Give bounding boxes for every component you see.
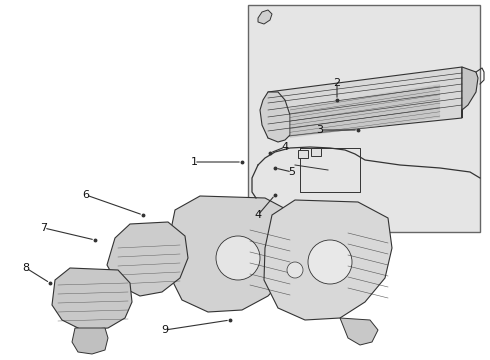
Polygon shape — [462, 67, 478, 118]
Text: 4: 4 — [254, 210, 262, 220]
Text: 1: 1 — [191, 157, 197, 167]
Text: 4: 4 — [281, 142, 289, 152]
Text: 2: 2 — [333, 78, 341, 88]
Bar — [298, 150, 308, 158]
Polygon shape — [248, 5, 480, 232]
Text: 8: 8 — [23, 263, 29, 273]
Text: 6: 6 — [82, 190, 90, 200]
Polygon shape — [52, 268, 132, 330]
Polygon shape — [168, 196, 298, 312]
Circle shape — [216, 236, 260, 280]
Text: 5: 5 — [289, 167, 295, 177]
Bar — [311, 148, 321, 156]
Polygon shape — [290, 84, 440, 138]
Text: 7: 7 — [41, 223, 48, 233]
Polygon shape — [264, 200, 392, 320]
Text: 9: 9 — [161, 325, 169, 335]
Polygon shape — [258, 10, 272, 24]
Circle shape — [287, 262, 303, 278]
Polygon shape — [268, 67, 462, 138]
Circle shape — [308, 240, 352, 284]
Text: 3: 3 — [317, 125, 323, 135]
Polygon shape — [260, 92, 290, 142]
Polygon shape — [340, 318, 378, 345]
Polygon shape — [72, 328, 108, 354]
Polygon shape — [107, 222, 188, 296]
